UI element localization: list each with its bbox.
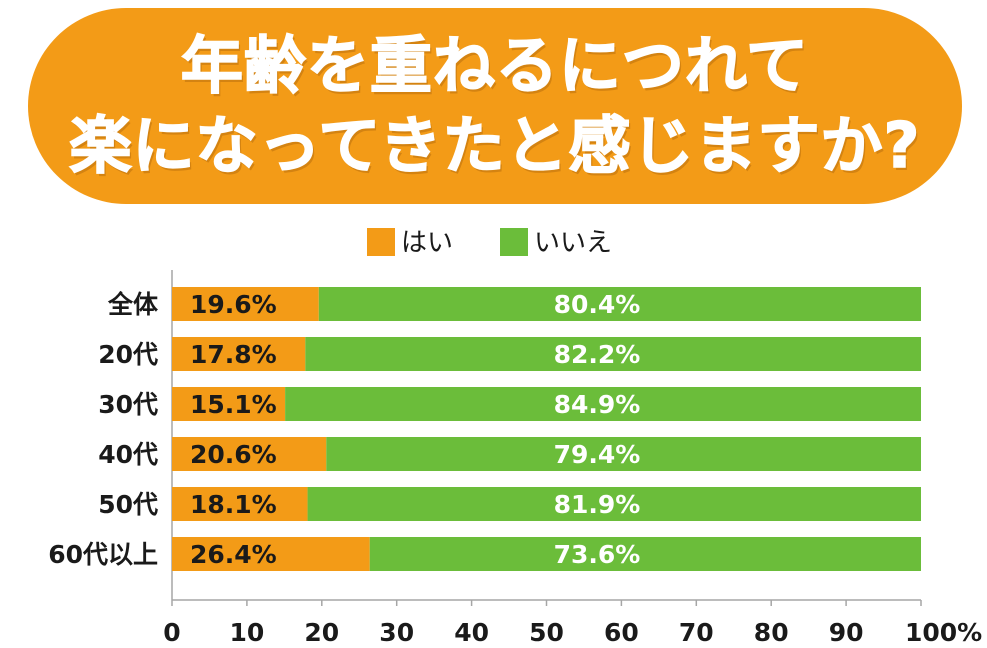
data-label-no: 82.2% <box>554 340 641 369</box>
chart-title-line-1: 年齢を重ねるにつれて <box>180 28 810 103</box>
bar-yes <box>172 437 327 471</box>
bar-yes <box>172 537 370 571</box>
legend-swatch-yes <box>367 228 395 256</box>
category-label: 30代 <box>98 390 158 419</box>
data-label-no: 80.4% <box>554 290 641 319</box>
data-label-no: 84.9% <box>554 390 641 419</box>
legend-label-yes: はい <box>401 228 453 258</box>
category-label: 全体 <box>107 290 159 319</box>
data-label-yes: 17.8% <box>190 340 277 369</box>
x-tick-label: 90 <box>829 618 864 647</box>
category-label: 50代 <box>98 490 158 519</box>
legend-swatch-no <box>500 228 528 256</box>
bar-no <box>285 387 921 421</box>
bar-no <box>326 437 921 471</box>
bar-no <box>305 337 921 371</box>
category-label: 60代以上 <box>48 540 158 569</box>
bar-no <box>307 487 922 521</box>
bar-yes <box>172 487 308 521</box>
data-label-no: 79.4% <box>554 440 641 469</box>
data-label-no: 81.9% <box>554 490 641 519</box>
legend-label-no: いいえ <box>534 228 612 258</box>
x-tick-label: 100% <box>905 618 982 647</box>
x-tick-label: 10 <box>230 618 265 647</box>
data-label-yes: 19.6% <box>190 290 277 319</box>
bar-yes <box>172 337 306 371</box>
x-tick-label: 40 <box>454 618 489 647</box>
bar-no <box>369 537 922 571</box>
bar-no <box>318 287 922 321</box>
data-label-no: 73.6% <box>554 540 641 569</box>
chart-title-line-2: 楽になってきたと感じますか? <box>69 108 921 183</box>
x-tick-label: 50 <box>529 618 564 647</box>
data-label-yes: 15.1% <box>190 390 277 419</box>
category-label: 20代 <box>98 340 158 369</box>
category-label: 40代 <box>98 440 158 469</box>
data-label-yes: 26.4% <box>190 540 277 569</box>
x-tick-label: 0 <box>163 618 180 647</box>
x-tick-label: 70 <box>679 618 714 647</box>
x-tick-label: 20 <box>304 618 339 647</box>
x-tick-label: 60 <box>604 618 639 647</box>
x-tick-label: 80 <box>754 618 789 647</box>
bar-yes <box>172 287 319 321</box>
data-label-yes: 20.6% <box>190 440 277 469</box>
data-label-yes: 18.1% <box>190 490 277 519</box>
bar-yes <box>172 387 286 421</box>
x-tick-label: 30 <box>379 618 414 647</box>
chart-title-banner: 年齢を重ねるにつれて 楽になってきたと感じますか? <box>28 8 962 204</box>
